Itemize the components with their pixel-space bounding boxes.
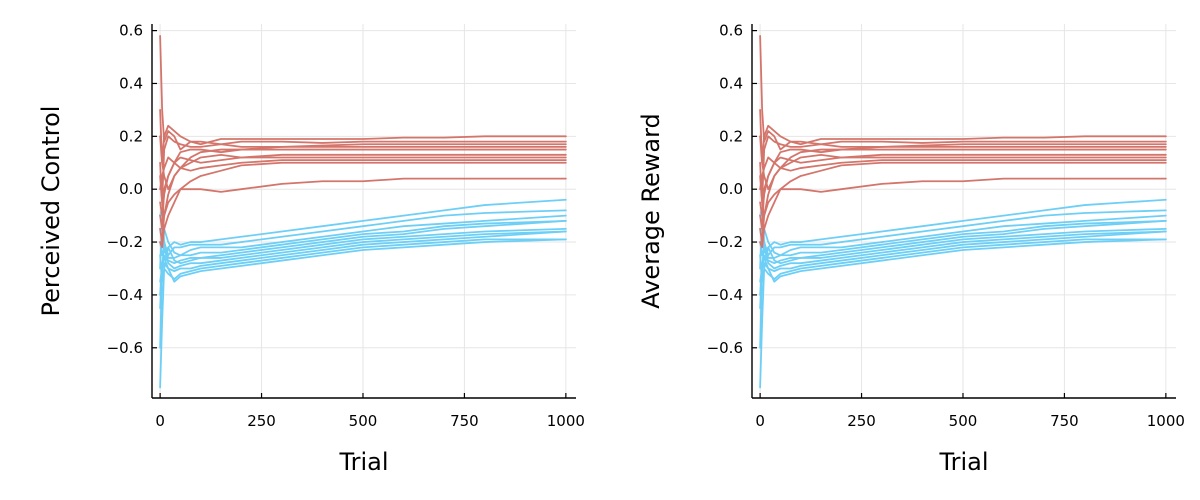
x-tick-label: 250	[847, 412, 876, 430]
series-line-high	[759, 156, 1167, 217]
y-axis-label: Perceived Control	[37, 106, 65, 317]
x-tick-label: 500	[349, 412, 378, 430]
series-line-high	[759, 145, 1167, 191]
x-tick-label: 0	[755, 412, 765, 430]
y-tick-label: 0.0	[719, 180, 743, 198]
x-tick-label: 1000	[1147, 412, 1185, 430]
y-tick-label: 0.2	[719, 127, 743, 145]
series-line-high	[159, 175, 567, 217]
panel-perceived-control: 0 250 500 750 1000 0.6 0.4 0.2 0.0 −0.2 −0.4 −0.6 Tr…	[37, 22, 585, 476]
series-line-high	[159, 145, 567, 191]
series-line-low	[759, 238, 1167, 283]
x-tick-label: 750	[1050, 412, 1079, 430]
series-line-low	[159, 206, 567, 259]
series-line-low	[159, 227, 567, 265]
series-line-low	[759, 206, 1167, 259]
y-tick-label: −0.6	[107, 339, 143, 357]
series-line-high	[159, 159, 567, 243]
series-line-low	[759, 227, 1167, 265]
y-tick-label: 0.6	[119, 22, 143, 40]
y-tick-label: −0.2	[107, 233, 143, 251]
x-axis-label: Trial	[338, 448, 388, 476]
x-tick-label: 0	[155, 412, 165, 430]
series-line-high	[159, 135, 567, 191]
series-line-high	[159, 109, 567, 164]
x-axis-label: Trial	[938, 448, 988, 476]
series-line-high	[759, 159, 1167, 243]
series-line-high	[159, 34, 567, 151]
y-tick-label: −0.4	[107, 286, 143, 304]
series-line-high	[759, 34, 1167, 151]
series-line-low	[159, 238, 567, 296]
y-tick-label: −0.2	[707, 233, 743, 251]
series-line-high	[759, 161, 1167, 249]
y-tick-label: −0.4	[707, 286, 743, 304]
y-tick-label: 0.4	[719, 74, 743, 92]
x-tick-label: 500	[949, 412, 978, 430]
y-tick-label: 0.4	[119, 74, 143, 92]
x-tick-label: 250	[247, 412, 276, 430]
y-tick-label: 0.0	[119, 180, 143, 198]
y-tick-label: 0.6	[719, 22, 743, 40]
panel-average-reward: 0 250 500 750 1000 0.6 0.4 0.2 0.0 −0.2 −0.4 −0.6 Tr…	[637, 22, 1185, 476]
series-line-high	[759, 109, 1167, 164]
series-line-low	[159, 230, 567, 270]
series-line-low	[759, 230, 1167, 270]
series-line-high	[759, 135, 1167, 204]
series-line-low	[159, 214, 567, 270]
series-line-high	[759, 135, 1167, 191]
y-tick-label: −0.6	[707, 339, 743, 357]
y-tick-label: 0.2	[119, 127, 143, 145]
series-line-high	[159, 135, 567, 204]
series-line-high	[159, 156, 567, 217]
y-axis-label: Average Reward	[637, 113, 665, 309]
x-tick-label: 750	[450, 412, 479, 430]
series-line-low	[759, 238, 1167, 296]
series-line-low	[759, 214, 1167, 270]
x-tick-label: 1000	[547, 412, 585, 430]
series-line-high	[159, 161, 567, 249]
series-line-low	[159, 238, 567, 283]
series-line-high	[759, 175, 1167, 217]
